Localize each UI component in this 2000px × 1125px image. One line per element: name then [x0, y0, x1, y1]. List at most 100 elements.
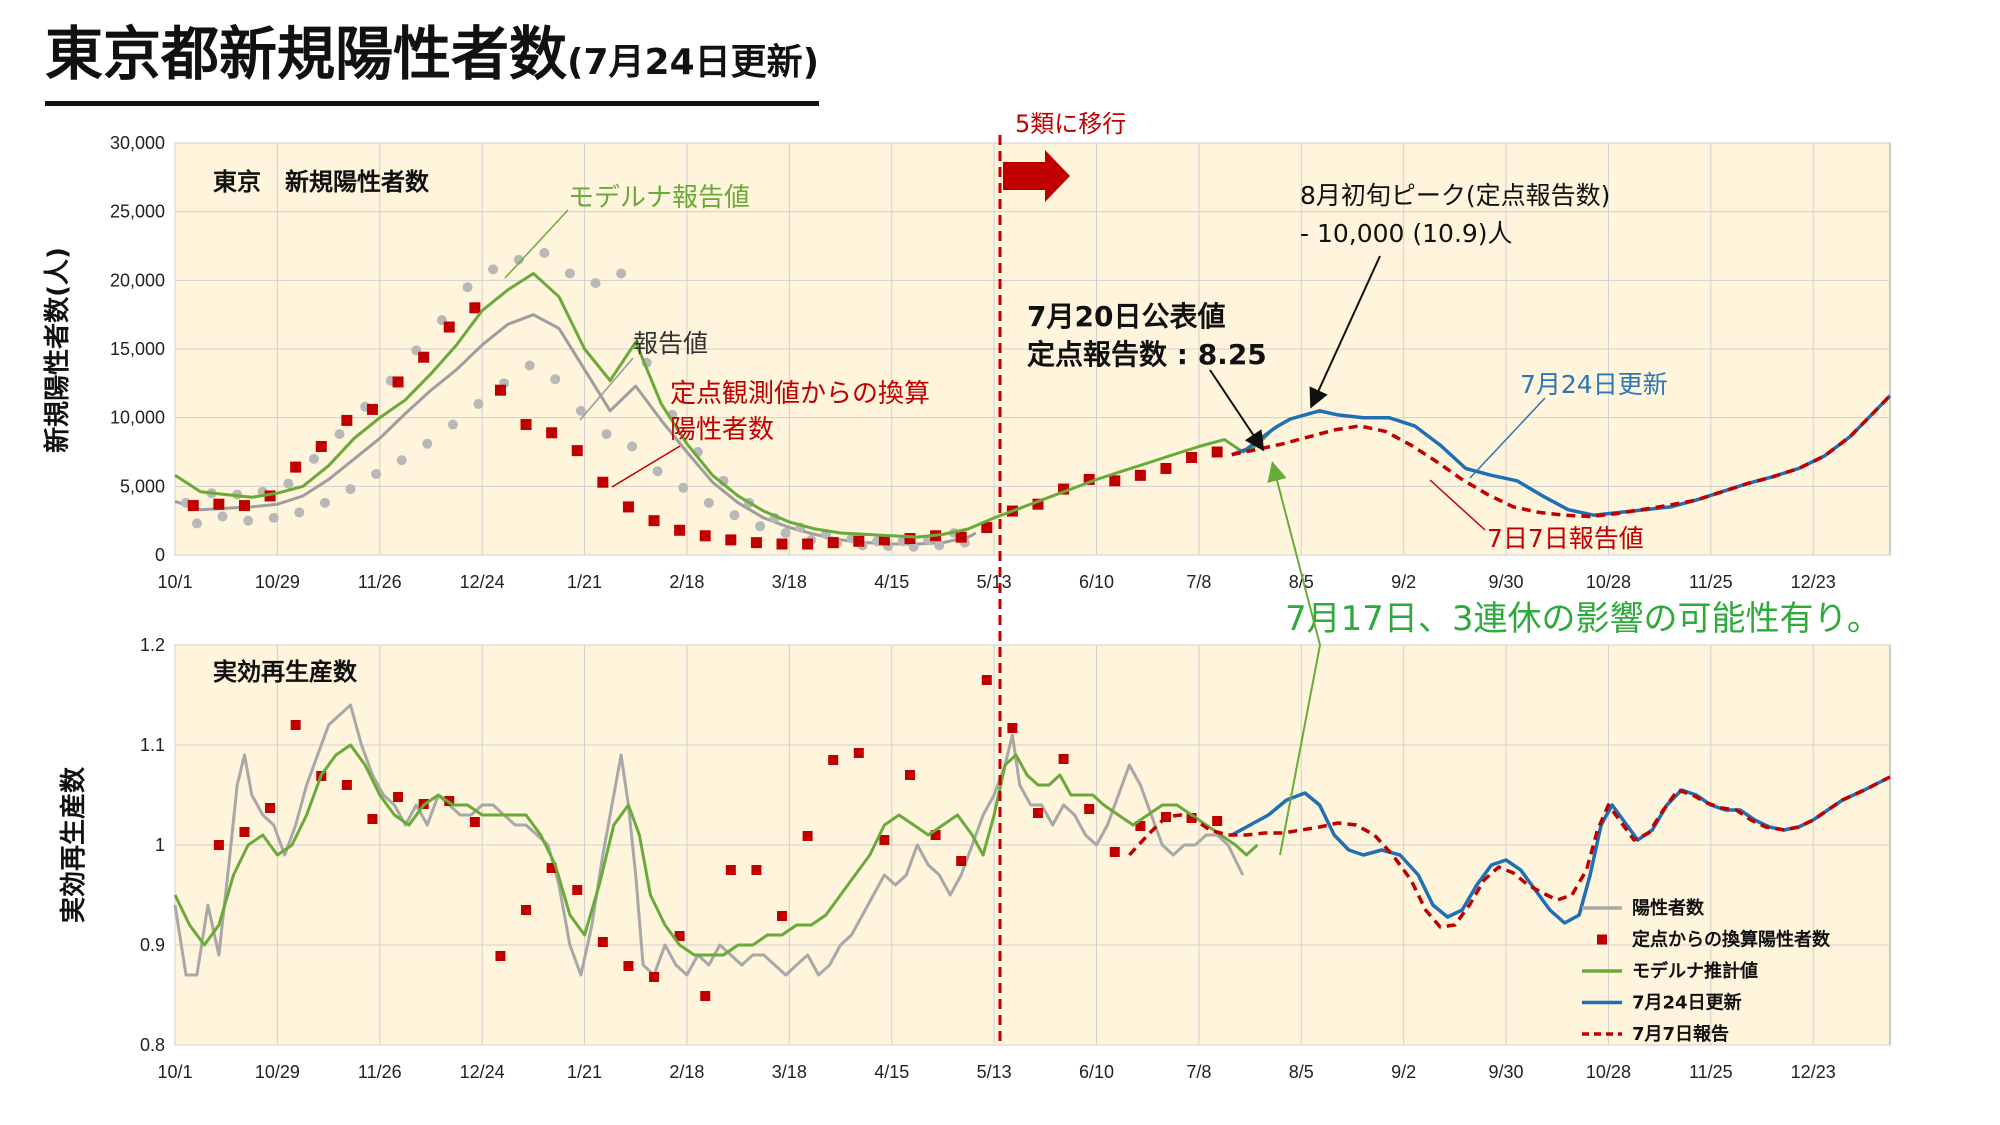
series-line	[174, 272, 1274, 539]
y-tick-label: 15,000	[110, 339, 165, 359]
data-marker	[521, 905, 532, 915]
data-marker	[648, 515, 660, 527]
x-tick-label: 12/24	[460, 1062, 505, 1082]
moderna-leader	[504, 209, 569, 279]
data-point	[473, 398, 484, 409]
data-marker	[674, 931, 685, 941]
data-point	[652, 466, 663, 477]
bottom-y-axis-label: 実効再生産数	[58, 766, 89, 923]
data-marker	[751, 865, 762, 875]
data-marker	[1109, 847, 1120, 857]
data-marker	[777, 911, 788, 921]
reported-label: 報告値	[633, 329, 708, 358]
data-marker	[1135, 821, 1146, 831]
data-marker	[366, 403, 378, 415]
x-tick-label: 1/21	[567, 572, 602, 592]
data-point	[294, 507, 305, 518]
peak-label-line1: 8月初旬ピーク(定点報告数)	[1300, 181, 1610, 210]
y-tick-label: 30,000	[110, 133, 165, 153]
data-point	[283, 478, 294, 489]
data-marker	[341, 414, 353, 426]
data-point	[678, 482, 689, 493]
series-line	[1231, 394, 1892, 519]
data-marker	[1032, 498, 1044, 510]
x-tick-label: 6/10	[1079, 572, 1114, 592]
top-series	[174, 247, 1892, 552]
data-point	[590, 278, 601, 289]
data-marker	[1109, 475, 1121, 487]
bottom-series	[173, 675, 1891, 1001]
page-title: 東京都新規陽性者数(7月24日更新)	[45, 18, 820, 106]
peak-label-line2: - 10,000 (10.9)人	[1300, 219, 1513, 248]
data-marker	[802, 538, 814, 550]
data-marker	[469, 817, 480, 827]
data-marker	[290, 461, 302, 473]
x-tick-label: 11/25	[1689, 572, 1733, 592]
bottom-panel: 0.8 0.9 1 1.1 1.2 10/1 10/29 11/26 12/24 1/21 2/1…	[58, 635, 1891, 1082]
legend-label: モデルナ推計値	[1632, 960, 1758, 982]
data-marker	[674, 524, 686, 536]
data-marker	[623, 961, 634, 971]
data-marker	[930, 830, 941, 840]
data-point	[462, 282, 473, 293]
data-marker	[341, 780, 352, 790]
data-marker	[213, 840, 224, 850]
y-tick-label: 10,000	[110, 408, 165, 428]
data-marker	[699, 530, 711, 542]
y-tick-label: 0	[155, 545, 165, 565]
data-marker	[520, 419, 532, 431]
y-tick-label: 1.2	[140, 635, 165, 655]
legend-label: 7月7日報告	[1632, 1023, 1729, 1045]
top-panel-label: 東京 新規陽性者数	[213, 168, 430, 196]
x-tick-label: 4/15	[874, 1062, 909, 1082]
converted-label-line1: 定点観測値からの換算	[670, 379, 930, 409]
data-marker	[981, 675, 992, 685]
y-tick-label: 1.1	[140, 735, 165, 755]
peak-arrow	[1309, 255, 1381, 409]
y-tick-label: 20,000	[110, 270, 165, 290]
bottom-panel-label: 実効再生産数	[213, 658, 358, 686]
x-tick-label: 8/5	[1289, 1062, 1314, 1082]
holiday-note-arrow	[1267, 461, 1321, 646]
data-point	[319, 497, 330, 508]
x-tick-label: 2/18	[669, 572, 704, 592]
moderna-label: モデルナ報告値	[568, 183, 750, 213]
data-marker	[955, 531, 967, 543]
x-tick-label: 5/13	[977, 572, 1012, 592]
x-tick-label: 12/23	[1791, 1062, 1836, 1082]
x-tick-label: 8/5	[1289, 572, 1314, 592]
data-marker	[1084, 804, 1095, 814]
data-marker	[802, 831, 813, 841]
data-point	[345, 484, 356, 495]
converted-label-line2: 陽性者数	[670, 415, 774, 445]
bottom-y-ticks: 0.8 0.9 1 1.1 1.2	[140, 635, 165, 1055]
data-point	[616, 268, 627, 279]
data-marker	[597, 937, 608, 947]
data-marker	[597, 476, 609, 488]
shift-arrow-icon	[1003, 150, 1070, 202]
x-tick-label: 10/1	[157, 1062, 192, 1082]
data-marker	[828, 755, 839, 765]
data-marker	[239, 827, 250, 837]
top-y-ticks: 0 5,000 10,000 15,000 20,000 25,000 30,000	[110, 133, 165, 565]
legend-label: 定点からの換算陽性者数	[1632, 929, 1831, 951]
update-0724-leader	[1469, 397, 1546, 479]
data-point	[217, 511, 228, 522]
data-marker	[572, 885, 583, 895]
data-point	[601, 429, 612, 440]
x-tick-label: 3/18	[772, 572, 807, 592]
converted-leader	[611, 445, 681, 488]
data-marker	[725, 534, 737, 546]
data-point	[488, 264, 499, 275]
holiday-note: 7月17日、3連休の影響の可能性有り。	[1285, 599, 1881, 639]
data-point	[934, 540, 945, 551]
data-point	[308, 453, 319, 464]
data-point	[780, 528, 791, 539]
bottom-x-ticks: 10/1 10/29 11/26 12/24 1/21 2/18 3/18 4/15 5/13 6…	[157, 1062, 1835, 1082]
x-tick-label: 11/25	[1689, 1062, 1733, 1082]
data-point	[422, 438, 433, 449]
page-title-main: 東京都新規陽性者数	[45, 20, 568, 88]
report-0707-leader	[1429, 479, 1486, 531]
